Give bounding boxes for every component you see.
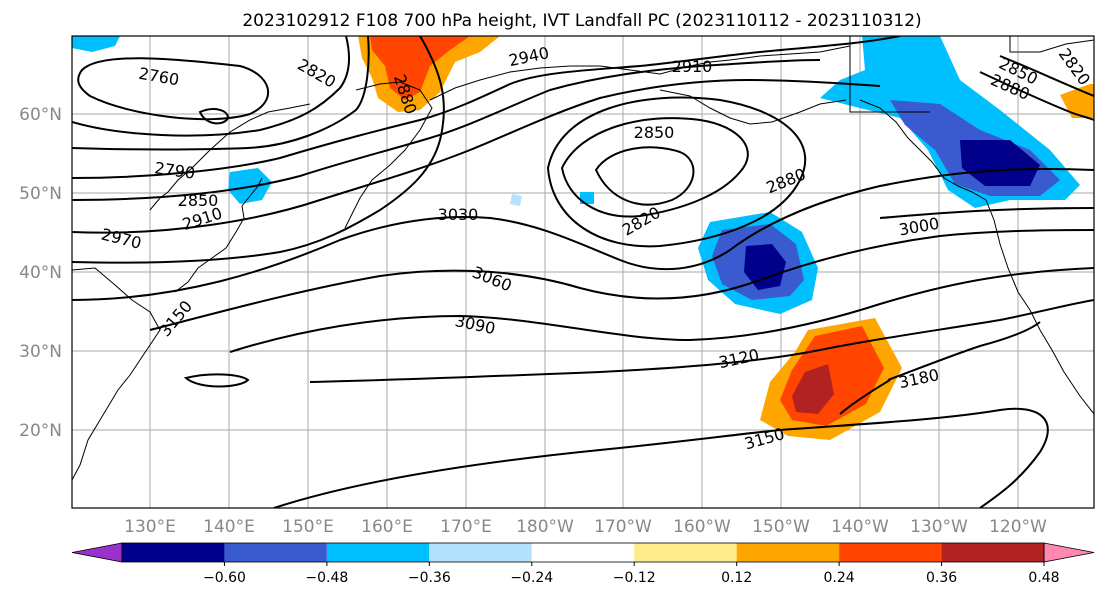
longitude-label: 140°E bbox=[203, 517, 255, 537]
contour-3000 bbox=[879, 207, 1094, 219]
contour-label: 2850 bbox=[178, 191, 219, 210]
longitude-label: 170°E bbox=[440, 517, 492, 537]
ivt-shading bbox=[72, 36, 1094, 440]
contour-2850-low bbox=[560, 117, 749, 218]
colorbar-segment bbox=[634, 543, 737, 562]
colorbar-tick-label: 0.48 bbox=[1028, 570, 1059, 586]
contour-label: 2850 bbox=[634, 123, 675, 142]
longitude-label: 150°E bbox=[282, 517, 334, 537]
contour-3180 bbox=[887, 321, 1041, 381]
latitude-label: 40°N bbox=[19, 263, 62, 283]
map-title: 2023102912 F108 700 hPa height, IVT Land… bbox=[242, 11, 921, 31]
colorbar-outline bbox=[121, 542, 1045, 563]
contour-3060 bbox=[149, 229, 1094, 331]
contour-2850-ne bbox=[999, 55, 1094, 97]
contour-2850 bbox=[72, 36, 901, 179]
contour-2940 bbox=[72, 36, 445, 264]
contour-2970 bbox=[72, 78, 881, 234]
longitude-labels: 130°E 140°E 150°E 160°E 170°E 180°W 170°W 160°W… bbox=[124, 517, 1047, 537]
longitude-label: 160°E bbox=[361, 517, 413, 537]
colorbar-segment bbox=[941, 543, 1044, 562]
contour-2880-ne bbox=[979, 71, 1094, 121]
colorbar-tick-label: 0.36 bbox=[926, 570, 957, 586]
longitude-label: 150°W bbox=[752, 517, 810, 537]
contour-2880-low bbox=[546, 96, 807, 248]
colorbar-max-arrow bbox=[1043, 542, 1095, 563]
colorbar-segment bbox=[736, 543, 840, 562]
contour-2760 bbox=[77, 57, 270, 121]
shade-positive-subtropical-core bbox=[792, 364, 834, 414]
colorbar-tick-label: 0.24 bbox=[824, 570, 855, 586]
shade-negative-small bbox=[510, 194, 522, 206]
shade-negative-aleutian bbox=[580, 192, 594, 204]
colorbar-segment bbox=[531, 543, 635, 562]
shade-negative-central-pacific-core bbox=[744, 244, 786, 290]
colorbar-segment bbox=[326, 543, 430, 562]
latitude-label: 20°N bbox=[19, 421, 62, 441]
longitude-label: 180°W bbox=[516, 517, 574, 537]
contour-3030 bbox=[72, 167, 1094, 301]
colorbar-segment bbox=[429, 543, 532, 562]
longitude-label: 130°W bbox=[910, 517, 968, 537]
latitude-labels: 60°N 50°N 40°N 30°N 20°N bbox=[19, 105, 62, 441]
latitude-label: 50°N bbox=[19, 184, 62, 204]
shade-positive-okhotsk-core bbox=[370, 36, 470, 100]
contour-label: 3030 bbox=[438, 205, 479, 224]
shade-negative-kamchatka bbox=[72, 36, 120, 52]
colorbar-tick-label: −0.36 bbox=[408, 570, 451, 586]
colorbar-segment bbox=[122, 543, 225, 562]
colorbar-tick-label: −0.12 bbox=[613, 570, 656, 586]
colorbar-tick-label: −0.48 bbox=[305, 570, 348, 586]
contour-3120 bbox=[309, 299, 1094, 383]
latitude-label: 60°N bbox=[19, 105, 62, 125]
contour-2820-low bbox=[594, 146, 695, 206]
colorbar-segment bbox=[224, 543, 327, 562]
contour-label: 2910 bbox=[672, 57, 713, 76]
longitude-label: 130°E bbox=[124, 517, 176, 537]
height-contours bbox=[72, 36, 1094, 508]
contour-2790 bbox=[72, 36, 370, 151]
contour-3150 bbox=[273, 407, 1049, 508]
colorbar-tick-label: −0.24 bbox=[510, 570, 553, 586]
colorbar-segment bbox=[839, 543, 942, 562]
colorbar-tick-label: −0.60 bbox=[203, 570, 246, 586]
shade-negative-gulf-alaska-core bbox=[960, 140, 1040, 186]
latitude-label: 30°N bbox=[19, 342, 62, 362]
contour-2910 bbox=[72, 59, 821, 201]
colorbar: −0.60 −0.48 −0.36 −0.24 −0.12 0.12 0.24 0.36 0.4… bbox=[71, 542, 1095, 586]
longitude-label: 120°W bbox=[989, 517, 1047, 537]
longitude-label: 170°W bbox=[594, 517, 652, 537]
map-area bbox=[72, 36, 1094, 508]
longitude-label: 160°W bbox=[673, 517, 731, 537]
contour-2820 bbox=[72, 36, 351, 137]
map-border bbox=[71, 35, 1095, 509]
colorbar-min-arrow bbox=[71, 542, 123, 563]
contour-3090 bbox=[229, 267, 1094, 353]
longitude-label: 140°W bbox=[831, 517, 889, 537]
colorbar-tick-label: 0.12 bbox=[721, 570, 752, 586]
